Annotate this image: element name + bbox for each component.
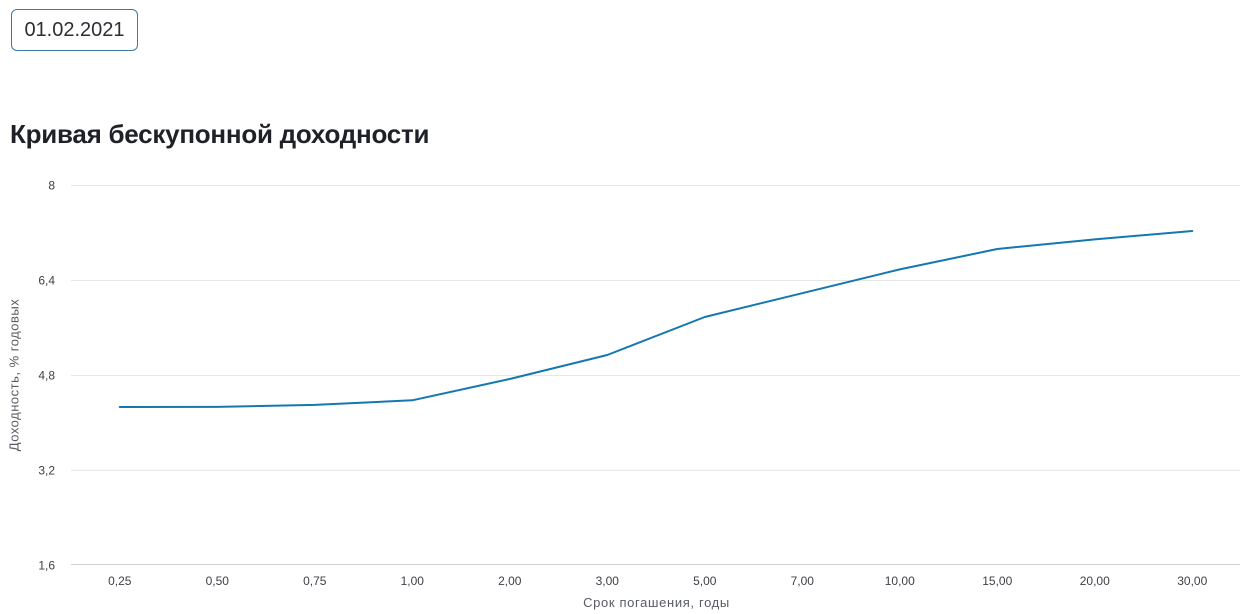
svg-text:0,75: 0,75 (303, 574, 327, 588)
svg-text:Доходность, % годовых: Доходность, % годовых (7, 299, 22, 451)
svg-text:3,00: 3,00 (596, 574, 620, 588)
svg-text:30,00: 30,00 (1177, 574, 1207, 588)
svg-text:8: 8 (48, 179, 55, 193)
svg-text:1,6: 1,6 (38, 559, 55, 573)
svg-text:6,4: 6,4 (38, 274, 55, 288)
svg-text:15,00: 15,00 (982, 574, 1012, 588)
svg-text:4,8: 4,8 (38, 369, 55, 383)
svg-text:20,00: 20,00 (1080, 574, 1110, 588)
svg-text:10,00: 10,00 (885, 574, 915, 588)
svg-text:2,00: 2,00 (498, 574, 522, 588)
svg-text:3,2: 3,2 (38, 464, 55, 478)
svg-text:1,00: 1,00 (401, 574, 425, 588)
svg-text:7,00: 7,00 (791, 574, 815, 588)
svg-text:0,50: 0,50 (206, 574, 230, 588)
svg-text:0,25: 0,25 (108, 574, 132, 588)
svg-text:Срок погашения, годы: Срок погашения, годы (583, 595, 730, 610)
svg-text:5,00: 5,00 (693, 574, 717, 588)
